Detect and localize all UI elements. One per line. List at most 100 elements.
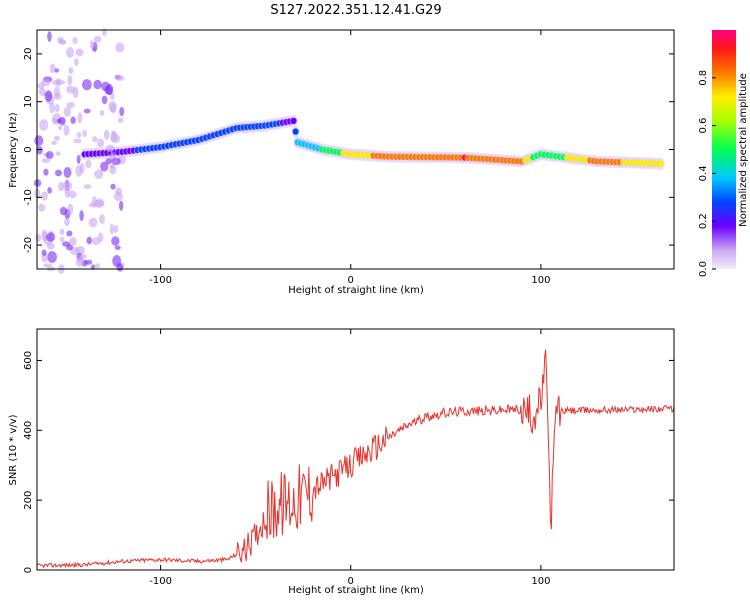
ridge-core (290, 117, 297, 125)
noise-blob (58, 124, 63, 131)
ridge-core (657, 160, 664, 167)
noise-blob (86, 236, 93, 245)
noise-blob (101, 95, 108, 105)
noise-blob (52, 117, 57, 125)
noise-blob (58, 181, 64, 192)
x-tick-label: 0 (348, 576, 354, 587)
x-tick-label: 100 (531, 576, 550, 587)
noise-blob (34, 135, 44, 147)
noise-blob (114, 75, 125, 82)
noise-blob (76, 131, 82, 138)
noise-blob (109, 163, 115, 169)
noise-blob (43, 263, 53, 268)
noise-blob (69, 236, 77, 247)
noise-blob (51, 140, 58, 145)
noise-blob (68, 67, 74, 74)
noise-blob (93, 79, 102, 90)
noise-blob (56, 36, 64, 43)
noise-blob (54, 169, 62, 177)
colorbar-tick-label: 0.6 (698, 118, 709, 134)
noise-blob (65, 47, 75, 58)
noise-blob (70, 116, 76, 125)
noise-blob (97, 138, 105, 148)
noise-blob (101, 81, 110, 92)
noise-blob (52, 79, 61, 86)
noise-blob (53, 135, 60, 141)
noise-blob (62, 241, 71, 247)
noise-blob (36, 146, 43, 155)
snr-x-label: Height of straight line (km) (288, 585, 424, 596)
noise-blob (113, 224, 119, 233)
noise-blob (92, 136, 98, 143)
spectrogram-y-ticks: -20 -10 0 10 20 (23, 48, 674, 253)
y-tick-label: -20 (23, 237, 34, 253)
snr-frame (36, 328, 675, 571)
noise-blob (63, 218, 70, 227)
noise-blob (108, 100, 117, 113)
noise-blob (76, 154, 81, 164)
colorbar-tick-label: 0.8 (698, 70, 709, 86)
noise-blob (45, 151, 54, 160)
snr-x-ticks: -100 0 100 (149, 329, 550, 587)
noise-blob (53, 92, 62, 100)
noise-blob (38, 87, 46, 96)
noise-blob (99, 110, 105, 116)
noise-blob (66, 230, 73, 237)
y-tick-label: 0 (23, 567, 34, 573)
noise-blob (110, 131, 118, 142)
colorbar-tick-label: 0.2 (698, 213, 709, 229)
ridge-core (292, 128, 299, 135)
noise-blob (37, 82, 45, 89)
noise-blob (59, 206, 67, 216)
noise-blob (46, 232, 56, 242)
spectrogram-ridge (33, 28, 665, 274)
snr-y-label: SNR (10 * v/v) (8, 414, 19, 485)
noise-blob (47, 251, 57, 263)
noise-blob (59, 228, 65, 235)
figure-title: S127.2022.351.12.41.G29 (270, 3, 441, 18)
noise-blob (103, 129, 110, 141)
noise-blob (81, 79, 92, 91)
y-tick-label: 200 (23, 491, 34, 510)
noise-blob (117, 117, 124, 124)
y-tick-label: 20 (23, 48, 34, 61)
noise-blob (84, 259, 93, 265)
colorbar-ticks: 0.0 0.2 0.4 0.6 0.8 (698, 70, 716, 277)
x-tick-label: -100 (149, 275, 172, 286)
x-tick-label: 100 (531, 275, 550, 286)
noise-blob (88, 202, 95, 208)
y-tick-label: -10 (23, 189, 34, 205)
noise-blob (63, 167, 72, 178)
noise-blob (94, 169, 104, 180)
noise-blob (47, 187, 52, 194)
noise-blob (63, 106, 72, 117)
noise-blob (118, 200, 124, 211)
noise-blob (85, 159, 92, 169)
noise-blob (109, 223, 114, 235)
noise-blob (111, 236, 120, 246)
noise-blob (102, 28, 107, 36)
spectrogram-x-label: Height of straight line (km) (288, 285, 424, 296)
noise-blob (72, 36, 78, 45)
noise-blob (67, 74, 73, 86)
noise-blob (38, 203, 46, 212)
noise-blob (56, 151, 61, 157)
colorbar-label: Normalized spectral amplitude (738, 73, 749, 227)
noise-blob (43, 168, 49, 176)
noise-blob (93, 35, 102, 43)
noise-blob (66, 102, 75, 109)
noise-blob (58, 117, 66, 125)
noise-blob (67, 190, 77, 199)
noise-blob (105, 158, 113, 165)
noise-blob (44, 90, 53, 102)
noise-blob (33, 179, 42, 187)
noise-blob (110, 93, 115, 100)
noise-blob (73, 138, 82, 144)
noise-blob (54, 104, 60, 113)
colorbar: 0.0 0.2 0.4 0.6 0.8 Normalized spectral ampl… (698, 30, 749, 277)
noise-blob (49, 102, 55, 114)
noise-blob (41, 158, 51, 163)
noise-blob (83, 184, 92, 189)
noise-blob (39, 119, 49, 131)
